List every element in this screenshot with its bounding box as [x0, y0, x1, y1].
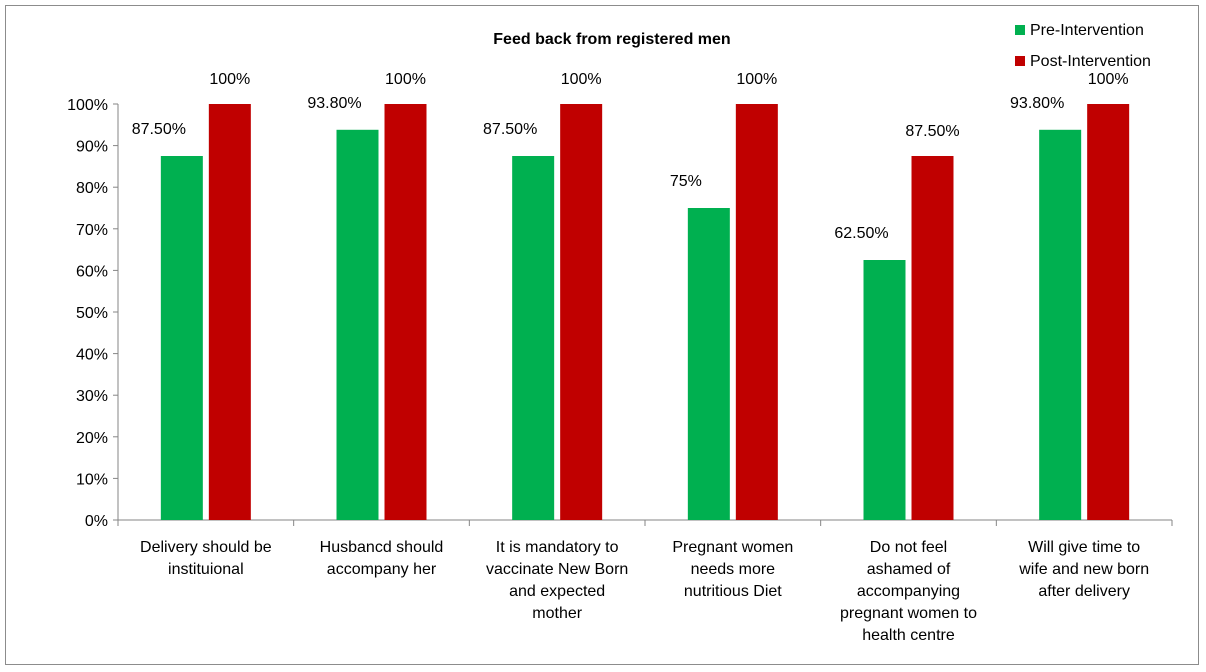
y-tick-label: 10%: [76, 471, 108, 488]
y-tick-label: 0%: [85, 513, 108, 530]
legend-swatch: [1015, 56, 1025, 66]
post-intervention-data-label: 100%: [385, 71, 426, 88]
category-label: It is mandatory to vaccinate New Born and …: [486, 539, 628, 622]
y-tick-label: 40%: [76, 347, 108, 364]
post-intervention-bar: [384, 104, 427, 520]
pre-intervention-data-label: 93.80%: [307, 95, 361, 112]
pre-intervention-data-label: 62.50%: [834, 225, 888, 242]
data-labels: 87.50% 100% 93.80% 100% 87.50% 100% 75% 100% 62.…: [132, 71, 1129, 242]
legend-swatch: [1015, 25, 1025, 35]
pre-intervention-data-label: 87.50%: [483, 121, 537, 138]
category-label: Do not feel ashamed of accompanying pregnan…: [840, 539, 977, 644]
category-labels: Delivery should be instituional Husbancd s…: [140, 539, 1149, 644]
pre-intervention-bar: [863, 260, 906, 520]
post-intervention-data-label: 100%: [561, 71, 602, 88]
y-tick-label: 70%: [76, 222, 108, 239]
legend-label: Post-Intervention: [1030, 53, 1151, 70]
pre-intervention-bar: [512, 156, 555, 520]
y-tick-label: 90%: [76, 139, 108, 156]
category-label: Pregnant women needs more nutritious Diet: [672, 539, 793, 600]
pre-intervention-bar: [336, 129, 379, 521]
pre-intervention-bar: [687, 208, 730, 520]
y-tick-label: 30%: [76, 388, 108, 405]
chart-title: Feed back from registered men: [493, 31, 730, 48]
legend: Pre-Intervention Post-Intervention: [1015, 22, 1151, 70]
y-tick-label: 80%: [76, 180, 108, 197]
y-tick-label: 60%: [76, 263, 108, 280]
y-tick-label: 100%: [67, 97, 108, 114]
category-label: Husbancd should accompany her: [320, 539, 444, 578]
post-intervention-data-label: 100%: [209, 71, 250, 88]
category-label: Will give time to wife and new born after …: [1018, 539, 1149, 600]
y-tick-label: 20%: [76, 430, 108, 447]
post-intervention-bar: [735, 104, 778, 520]
pre-intervention-bar: [1039, 129, 1082, 521]
pre-intervention-data-label: 93.80%: [1010, 95, 1064, 112]
legend-label: Pre-Intervention: [1030, 22, 1144, 39]
pre-intervention-data-label: 75%: [670, 173, 702, 190]
post-intervention-bar: [208, 104, 251, 520]
post-intervention-data-label: 87.50%: [905, 123, 959, 140]
y-tick-label: 50%: [76, 305, 108, 322]
pre-intervention-bar: [160, 156, 203, 520]
post-intervention-bar: [1087, 104, 1130, 520]
category-label: Delivery should be instituional: [140, 539, 272, 578]
axes: 0% 10% 20% 30% 40% 50% 60% 70% 80% 90% 100%: [67, 97, 1173, 530]
post-intervention-bar: [911, 156, 954, 520]
post-intervention-bar: [560, 104, 603, 520]
pre-intervention-data-label: 87.50%: [132, 121, 186, 138]
bars: [160, 104, 1130, 521]
post-intervention-data-label: 100%: [1088, 71, 1129, 88]
post-intervention-data-label: 100%: [736, 71, 777, 88]
